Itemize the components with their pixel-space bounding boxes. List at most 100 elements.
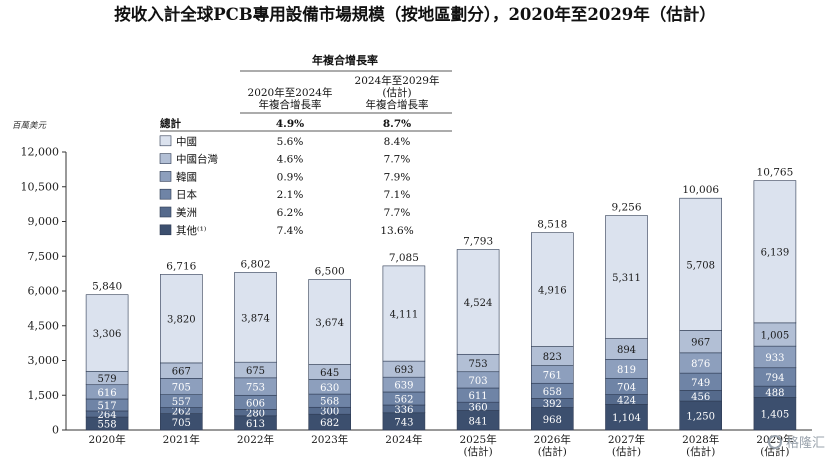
bar-group: 1,104 424 704 819 894 5,311 9,256 2027年(估計) <box>605 202 648 457</box>
x-tick-label: 2022年 <box>237 433 274 446</box>
cagr-2024-2029-value: 8.7% <box>383 118 411 130</box>
legend-label: 總計 <box>160 117 181 130</box>
segment-value-label: 682 <box>320 418 339 429</box>
segment-value-label: 894 <box>617 345 636 356</box>
x-tick-label: 2026年 <box>534 433 571 446</box>
total-value-label: 6,716 <box>166 260 196 272</box>
segment-value-label: 488 <box>765 388 784 399</box>
y-tick-label: 0 <box>52 424 59 437</box>
bar-segment <box>456 249 500 355</box>
segment-value-label: 967 <box>691 338 710 349</box>
segment-value-label: 392 <box>543 399 562 410</box>
segment-value-label: 606 <box>246 398 265 409</box>
segment-value-label: 794 <box>765 373 784 384</box>
x-tick-label: 2025年 <box>459 433 496 446</box>
segment-value-label: 819 <box>617 365 636 376</box>
cagr-row: 中國台灣 4.6% 7.7% <box>159 153 411 166</box>
bar-segment <box>753 397 797 431</box>
bar-segment <box>308 279 352 365</box>
bar-segment <box>382 265 426 362</box>
segment-value-label: 705 <box>172 418 191 429</box>
total-value-label: 10,765 <box>757 167 794 179</box>
segment-value-label: 579 <box>98 374 117 385</box>
cagr-col1-header: 2020年至2024年 <box>248 86 333 99</box>
cagr-2020-2024-value: 5.6% <box>277 136 304 148</box>
x-tick-label: 2027年 <box>608 433 645 446</box>
y-tick-label: 1,500 <box>28 389 60 402</box>
segment-value-label: 280 <box>246 409 265 420</box>
legend-swatch <box>159 188 172 200</box>
cagr-row: 其他⁽¹⁾ 7.4% 13.6% <box>159 224 414 237</box>
segment-value-label: 1,005 <box>761 330 790 341</box>
x-tick-label: 2021年 <box>163 433 200 446</box>
segment-value-label: 336 <box>394 405 413 416</box>
cagr-2020-2024-value: 6.2% <box>277 207 304 219</box>
bar-segment <box>160 274 203 364</box>
segment-value-label: 1,250 <box>686 412 715 423</box>
legend-label: 日本 <box>176 188 197 201</box>
segment-value-label: 1,104 <box>612 413 641 424</box>
cagr-2024-2029-value: 13.6% <box>380 225 413 237</box>
cagr-2024-2029-value: 7.7% <box>384 207 411 219</box>
segment-value-label: 753 <box>246 383 265 394</box>
cagr-row: 中國 5.6% 8.4% <box>159 135 411 148</box>
x-tick-label: 2028年 <box>682 433 719 446</box>
segment-value-label: 753 <box>469 359 488 370</box>
total-value-label: 6,802 <box>240 258 270 270</box>
cagr-2020-2024-value: 0.9% <box>277 171 304 183</box>
segment-value-label: 693 <box>394 365 413 376</box>
bar-segment <box>605 215 648 339</box>
chart-title: 按收入計全球PCB專用設備市場規模（按地區劃分），2020年至2029年（估計） <box>114 4 716 24</box>
x-tick-label: 2020年 <box>88 433 125 446</box>
x-tick-estimate-label: (估計) <box>686 445 715 457</box>
segment-value-label: 705 <box>172 383 191 394</box>
total-value-label: 10,006 <box>682 184 719 196</box>
cagr-2020-2024-value: 4.9% <box>276 118 304 130</box>
y-axis-label: 百萬美元 <box>12 120 48 131</box>
bar-segment <box>753 180 797 324</box>
bars: 5582645176165793,3065,8402020年7052625577… <box>85 167 797 457</box>
total-value-label: 9,256 <box>611 202 641 214</box>
cagr-2024-2029-value: 7.9% <box>384 171 411 183</box>
cagr-col1-header: 年複合增長率 <box>259 98 322 111</box>
cagr-2020-2024-value: 2.1% <box>277 189 304 201</box>
segment-value-label: 4,916 <box>538 286 567 297</box>
segment-value-label: 4,524 <box>464 298 493 309</box>
bar-segment <box>530 232 574 347</box>
watermark-icon <box>767 434 782 449</box>
x-tick-label: 2024年 <box>385 433 422 446</box>
x-tick-estimate-label: (估計) <box>760 445 789 457</box>
y-tick-label: 3,000 <box>28 354 60 367</box>
segment-value-label: 841 <box>469 416 488 427</box>
total-value-label: 5,840 <box>92 281 122 293</box>
cagr-2024-2029-value: 7.7% <box>384 154 411 166</box>
cagr-row: 美洲 6.2% 7.7% <box>159 206 411 219</box>
segment-value-label: 616 <box>98 388 117 399</box>
y-tick-label: 7,500 <box>28 250 60 263</box>
segment-value-label: 6,139 <box>761 248 790 259</box>
segment-value-label: 968 <box>543 415 562 426</box>
segment-value-label: 5,311 <box>612 273 641 284</box>
y-tick-label: 4,500 <box>28 319 60 332</box>
segment-value-label: 749 <box>691 378 710 389</box>
segment-value-label: 562 <box>394 394 413 405</box>
cagr-col2-header: (估計) <box>382 86 411 99</box>
legend-swatch <box>159 135 172 147</box>
legend-swatch <box>159 171 172 182</box>
legend-label: 韓國 <box>176 171 197 183</box>
bar-segment <box>605 404 648 431</box>
segment-value-label: 456 <box>691 392 710 403</box>
segment-value-label: 557 <box>172 397 191 408</box>
segment-value-label: 876 <box>691 359 710 370</box>
cagr-2024-2029-value: 8.4% <box>384 136 411 148</box>
segment-value-label: 823 <box>543 352 562 363</box>
segment-value-label: 4,111 <box>390 310 419 321</box>
segment-value-label: 3,820 <box>167 315 196 326</box>
legend-label: 美洲 <box>176 206 197 219</box>
